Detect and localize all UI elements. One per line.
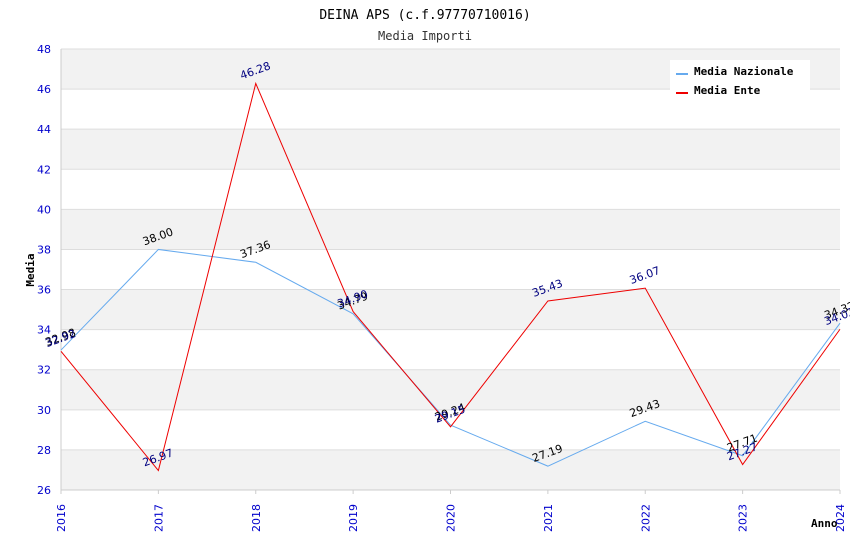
grid-band: [61, 289, 840, 330]
y-tick-label: 44: [37, 123, 51, 136]
grid-bands: [61, 49, 840, 490]
data-label: 36.07: [628, 264, 662, 287]
y-axis-ticks: 26 28 30 32 34 36 38 40 42 44 46 48: [37, 43, 51, 497]
series-line-media-nazionale: [60, 248, 841, 467]
grid-band: [61, 449, 840, 490]
chart-title: DEINA APS (c.f.97770710016): [319, 8, 530, 23]
legend-box: [670, 60, 810, 102]
x-tick-label: 2022: [639, 504, 652, 532]
x-axis-title: Anno: [811, 517, 838, 530]
y-tick-label: 26: [37, 484, 51, 497]
x-tick-label: 2017: [152, 504, 165, 532]
y-tick-label: 40: [37, 203, 51, 216]
chart-subtitle: Media Importi: [378, 29, 472, 43]
x-tick-label: 2021: [542, 504, 555, 532]
x-tick-label: 2023: [737, 504, 750, 532]
series-layer: [60, 81, 841, 472]
x-tick-label: 2018: [250, 504, 263, 532]
x-tick-label: 2020: [445, 504, 458, 532]
x-axis-ticks: 2016 2017 2018 2019 2020 2021 2022 2023 2024: [55, 490, 847, 532]
series-line-media-ente: [60, 81, 841, 472]
y-tick-label: 32: [37, 364, 51, 377]
gridlines: [61, 48, 840, 491]
grid-band: [61, 209, 840, 250]
y-tick-label: 46: [37, 83, 51, 96]
legend-label-media-nazionale: Media Nazionale: [694, 65, 794, 78]
legend: Media Nazionale Media Ente: [670, 60, 810, 102]
grid-band: [61, 129, 840, 170]
x-tick-label: 2019: [347, 504, 360, 532]
x-tick-label: 2016: [55, 504, 68, 532]
legend-label-media-ente: Media Ente: [694, 84, 761, 97]
y-tick-label: 28: [37, 444, 51, 457]
y-tick-label: 38: [37, 243, 51, 256]
y-tick-label: 42: [37, 163, 51, 176]
y-tick-label: 36: [37, 284, 51, 297]
grid-band: [61, 369, 840, 410]
y-axis-title: Media: [24, 253, 37, 286]
y-tick-label: 30: [37, 404, 51, 417]
y-tick-label: 34: [37, 324, 51, 337]
y-tick-label: 48: [37, 43, 51, 56]
x-tick-label: 2024: [834, 504, 847, 532]
